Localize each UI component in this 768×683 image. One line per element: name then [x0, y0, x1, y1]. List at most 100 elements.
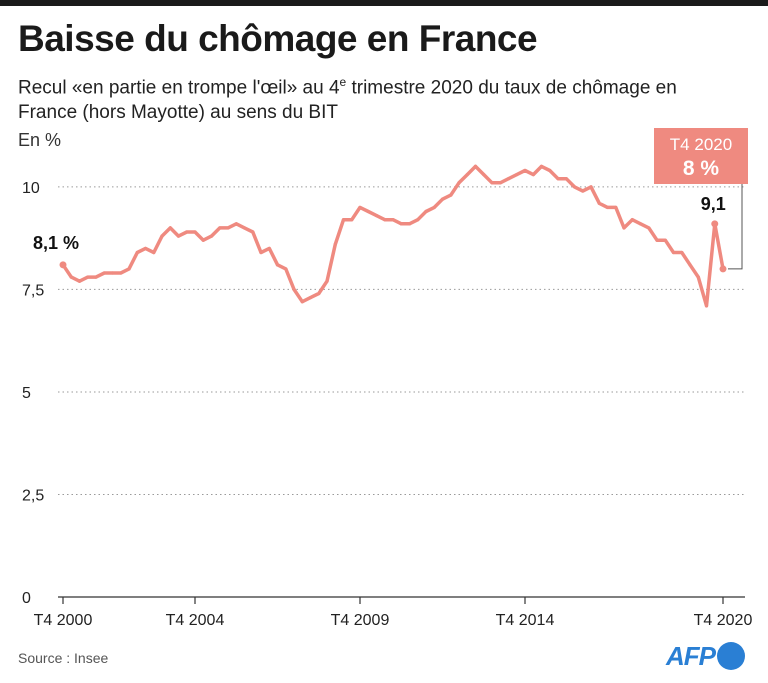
data-point: [383, 218, 387, 222]
top-rule: [0, 0, 768, 6]
data-point: [94, 275, 98, 279]
data-point: [185, 230, 189, 234]
data-point: [209, 234, 214, 238]
data-point: [696, 275, 700, 279]
line-chart: 0 2,5 5 7,5 10 T4 2000 T4 2004 T4 2009 T4 2014 T4…: [22, 128, 753, 629]
data-point: [465, 173, 469, 177]
data-point: [680, 250, 684, 255]
x-tick-label: T4 2009: [331, 612, 390, 629]
data-point: [168, 226, 172, 230]
data-point: [152, 250, 156, 255]
afp-logo: AFP: [666, 640, 745, 671]
data-point: [86, 275, 90, 279]
data-point: [308, 296, 313, 300]
data-point: [110, 271, 115, 275]
data-point: [440, 197, 445, 201]
peak-point-marker: [711, 220, 719, 228]
data-point: [581, 189, 585, 193]
data-point: [333, 242, 337, 246]
data-point: [374, 214, 379, 218]
data-point: [647, 226, 651, 230]
data-point: [630, 218, 634, 222]
data-point: [548, 168, 552, 173]
callout-box: [654, 128, 748, 184]
data-point: [102, 271, 106, 275]
data-point: [449, 193, 453, 197]
data-point: [539, 164, 544, 169]
y-tick-label: 2,5: [22, 487, 44, 504]
data-point: [193, 230, 197, 234]
subtitle-superscript: e: [339, 75, 347, 89]
start-point-marker: [59, 261, 67, 269]
data-point: [119, 271, 123, 275]
data-point: [457, 181, 461, 185]
data-point: [663, 238, 667, 242]
chart-title: Baisse du chômage en France: [18, 18, 538, 59]
data-point: [218, 226, 222, 230]
y-tick-label: 5: [22, 385, 31, 402]
data-point: [407, 222, 412, 226]
y-tick-label: 0: [22, 590, 31, 607]
data-point: [655, 238, 659, 242]
data-point: [605, 205, 610, 210]
data-point: [399, 222, 403, 226]
data-point: [259, 250, 263, 255]
data-point: [143, 246, 148, 251]
x-tick-label: T4 2014: [496, 612, 555, 629]
data-point: [226, 226, 230, 230]
data-point: [622, 226, 626, 230]
data-point: [251, 230, 255, 234]
afp-logo-text: AFP: [666, 640, 716, 671]
data-point: [317, 291, 321, 296]
data-point: [515, 173, 519, 177]
data-point: [597, 201, 601, 205]
data-point: [201, 238, 205, 242]
data-point: [69, 275, 73, 279]
data-point: [284, 267, 288, 271]
data-point: [77, 279, 82, 283]
data-point: [482, 173, 486, 177]
data-point: [498, 181, 502, 185]
data-point: [242, 226, 247, 230]
data-point: [473, 164, 478, 169]
data-point: [671, 250, 676, 255]
subtitle-text-after: trimestre 2020 du taux de chômage en Fra…: [18, 77, 677, 124]
data-point: [176, 234, 181, 238]
source-note: Source : Insee: [18, 650, 109, 666]
data-point: [358, 205, 362, 210]
x-tick-label: T4 2020: [694, 612, 753, 629]
data-point: [341, 218, 346, 222]
y-tick-label: 7,5: [22, 282, 44, 299]
data-point: [325, 279, 329, 283]
data-point: [614, 205, 618, 210]
y-tick-label: 10: [22, 180, 40, 197]
end-point-marker: [719, 265, 727, 273]
data-point: [267, 246, 271, 251]
y-axis-unit-label: En %: [18, 130, 62, 150]
data-point: [424, 209, 428, 214]
data-point: [523, 168, 527, 173]
data-point: [638, 222, 643, 226]
data-point: [350, 218, 354, 222]
data-point: [292, 287, 296, 292]
data-point: [506, 177, 511, 181]
data-point: [234, 222, 238, 226]
data-point: [135, 250, 139, 255]
peak-value-label: 9,1: [701, 194, 726, 214]
data-point: [704, 304, 709, 308]
data-point: [432, 205, 436, 210]
data-point: [531, 173, 535, 177]
data-point: [391, 218, 395, 222]
data-point: [556, 177, 560, 181]
x-tick-label: T4 2000: [34, 612, 93, 629]
afp-logo-dot-icon: [717, 642, 745, 670]
data-point: [572, 185, 577, 189]
data-point: [589, 185, 593, 189]
data-point: [127, 267, 131, 271]
subtitle-text-before: Recul «en partie en trompe l'œil» au 4: [18, 77, 340, 99]
data-point: [490, 181, 494, 185]
data-point: [300, 300, 304, 304]
data-point: [275, 263, 280, 267]
callout-value-label: 8 %: [683, 157, 720, 180]
chart-subtitle: Recul «en partie en trompe l'œil» au 4e …: [18, 70, 738, 125]
